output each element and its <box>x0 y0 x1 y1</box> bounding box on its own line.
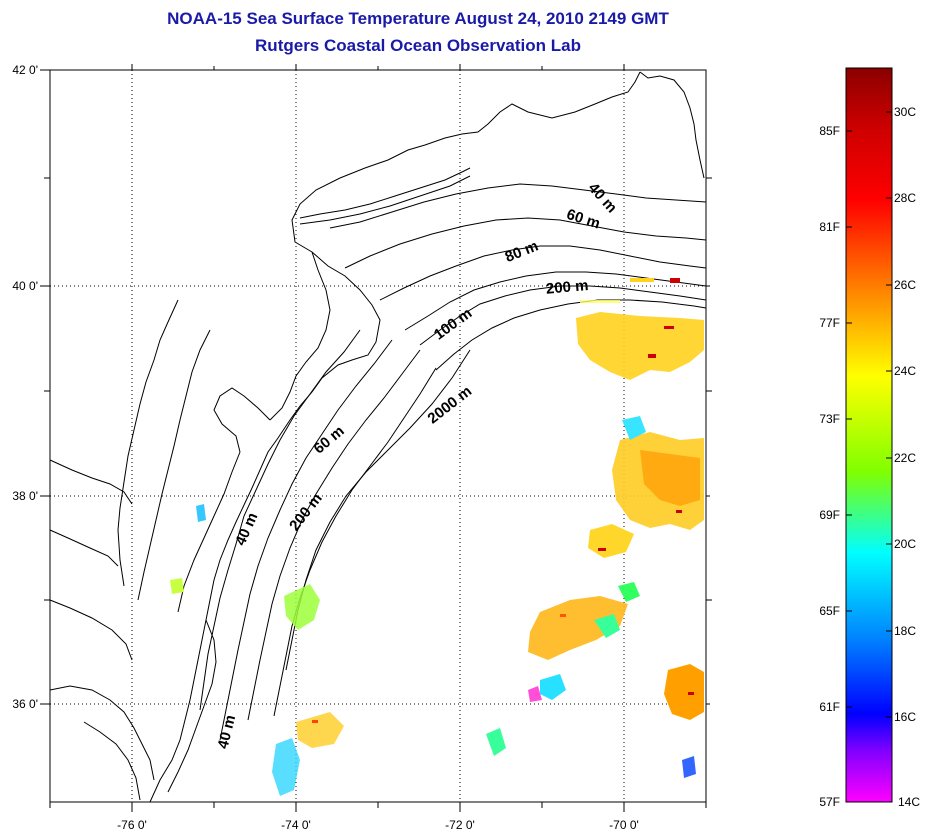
colorbar-celsius-label: 18C <box>894 624 916 638</box>
y-tick-label: 36 0' <box>12 697 38 711</box>
sst-data-patches <box>170 278 704 796</box>
map-subtitle: Rutgers Coastal Ocean Observation Lab <box>255 36 581 55</box>
colorbar-fahrenheit-label: 61F <box>819 700 840 714</box>
colorbar-celsius-label: 26C <box>894 278 916 292</box>
x-tick-label: -74 0' <box>281 818 311 832</box>
colorbar-fahrenheit-label: 85F <box>819 124 840 138</box>
frame-ticks <box>40 64 712 812</box>
colorbar-fahrenheit-label: 69F <box>819 508 840 522</box>
y-tick-label: 40 0' <box>12 279 38 293</box>
graticule <box>50 70 706 802</box>
y-tick-label: 38 0' <box>12 489 38 503</box>
map-frame <box>49 69 707 803</box>
colorbar-celsius-label: 20C <box>894 537 916 551</box>
colorbar-fahrenheit-label: 73F <box>819 412 840 426</box>
colorbar <box>845 67 893 803</box>
colorbar-celsius-label: 30C <box>894 105 916 119</box>
colorbar-celsius-label: 24C <box>894 364 916 378</box>
colorbar-celsius-label: 28C <box>894 191 916 205</box>
coastline <box>49 71 705 803</box>
x-tick-label: -76 0' <box>117 818 147 832</box>
colorbar-fahrenheit-label: 65F <box>819 604 840 618</box>
x-tick-label: -70 0' <box>609 818 639 832</box>
colorbar-celsius-label: 14C <box>898 795 920 809</box>
colorbar-ticks <box>846 111 892 718</box>
depth-label: 200 m <box>545 277 589 298</box>
colorbar-celsius-label: 16C <box>894 710 916 724</box>
colorbar-fahrenheit-label: 77F <box>819 316 840 330</box>
map-title: NOAA-15 Sea Surface Temperature August 2… <box>167 9 669 28</box>
colorbar-fahrenheit-label: 57F <box>819 795 840 809</box>
colorbar-celsius-label: 22C <box>894 451 916 465</box>
x-tick-label: -72 0' <box>445 818 475 832</box>
y-tick-label: 42 0' <box>12 63 38 77</box>
colorbar-fahrenheit-label: 81F <box>819 220 840 234</box>
